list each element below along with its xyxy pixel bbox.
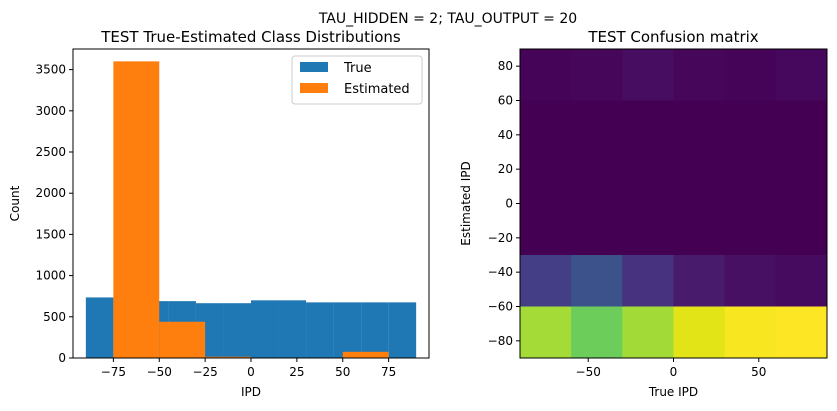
true-bar-10 xyxy=(361,302,389,358)
matrix-cell-r5-c1 xyxy=(571,306,623,359)
matrix-cell-r4-c2 xyxy=(622,255,674,307)
matrix-x-tick-label: −50 xyxy=(576,365,601,379)
matrix-x-tick-label: 0 xyxy=(670,365,678,379)
matrix-cell-r3-c1 xyxy=(571,203,623,256)
matrix-cell-r3-c4 xyxy=(724,203,777,256)
matrix-cell-r2-c1 xyxy=(571,152,623,204)
histogram-x-ticks: −75 −50 −25 0 25 50 75 xyxy=(101,358,396,379)
confusion-matrix-x-label: True IPD xyxy=(648,385,698,399)
confusion-matrix-cells xyxy=(520,49,828,359)
matrix-cell-r4-c4 xyxy=(724,255,777,307)
histogram-y-tick-label: 2500 xyxy=(35,145,66,159)
matrix-cell-r5-c5 xyxy=(775,306,828,359)
matrix-cell-r2-c5 xyxy=(775,152,828,204)
estimated-bar-2 xyxy=(205,356,251,358)
true-bar-7 xyxy=(278,300,307,358)
histogram-y-label: Count xyxy=(8,185,22,221)
matrix-cell-r4-c3 xyxy=(673,255,726,307)
histogram-y-tick-label: 3500 xyxy=(35,63,66,77)
matrix-cell-r2-c3 xyxy=(673,152,726,204)
histogram-x-tick-label: 50 xyxy=(335,365,350,379)
matrix-y-tick-label: 80 xyxy=(498,59,513,73)
matrix-cell-r3-c0 xyxy=(520,203,572,256)
matrix-cell-r4-c1 xyxy=(571,255,623,307)
true-bar-9 xyxy=(333,302,362,358)
estimated-bar-0 xyxy=(113,61,160,359)
histogram-y-tick-label: 0 xyxy=(58,351,66,365)
histogram-x-tick-label: 75 xyxy=(381,365,396,379)
matrix-cell-r0-c4 xyxy=(724,49,777,101)
confusion-matrix-y-ticks: −80 −60 −40 −20 0 20 40 60 80 xyxy=(488,59,520,348)
histogram-x-tick-label: 0 xyxy=(247,365,255,379)
matrix-cell-r1-c5 xyxy=(775,100,828,153)
estimated-bar-3 xyxy=(342,351,389,358)
true-bar-0 xyxy=(85,297,114,358)
histogram-y-tick-label: 1500 xyxy=(35,227,66,241)
matrix-y-tick-label: −40 xyxy=(488,265,513,279)
matrix-cell-r4-c0 xyxy=(520,255,572,307)
matrix-cell-r3-c3 xyxy=(673,203,726,256)
histogram-x-tick-label: −25 xyxy=(192,365,217,379)
matrix-cell-r5-c4 xyxy=(724,306,777,359)
histogram-chart: TEST True-Estimated Class Distributions … xyxy=(8,28,430,399)
matrix-y-tick-label: −60 xyxy=(488,300,513,314)
confusion-matrix-x-ticks: −50 0 50 xyxy=(576,358,766,379)
estimated-series-bars xyxy=(113,61,389,359)
histogram-y-tick-label: 1000 xyxy=(35,269,66,283)
matrix-cell-r0-c2 xyxy=(622,49,674,101)
matrix-y-tick-label: 20 xyxy=(498,162,513,176)
histogram-title: TEST True-Estimated Class Distributions xyxy=(100,28,401,46)
histogram-x-tick-label: −50 xyxy=(147,365,172,379)
legend-swatch-estimated xyxy=(300,83,328,93)
matrix-cell-r3-c2 xyxy=(622,203,674,256)
legend-label-true: True xyxy=(343,61,372,76)
matrix-cell-r1-c2 xyxy=(622,100,674,153)
histogram-x-label: IPD xyxy=(241,385,261,399)
histogram-legend: True Estimated xyxy=(291,55,423,105)
figure-suptitle: TAU_HIDDEN = 2; TAU_OUTPUT = 20 xyxy=(318,11,577,27)
true-bar-5 xyxy=(223,303,251,358)
histogram-y-tick-label: 500 xyxy=(43,310,66,324)
confusion-matrix-y-label: Estimated IPD xyxy=(459,161,473,245)
matrix-y-tick-label: −80 xyxy=(488,334,513,348)
matrix-cell-r5-c0 xyxy=(520,306,572,359)
histogram-y-tick-label: 3000 xyxy=(35,104,66,118)
matrix-cell-r5-c2 xyxy=(622,306,674,359)
histogram-x-tick-label: −75 xyxy=(101,365,126,379)
legend-swatch-true xyxy=(300,62,328,72)
matrix-cell-r1-c3 xyxy=(673,100,726,153)
matrix-cell-r5-c3 xyxy=(673,306,726,359)
confusion-matrix-title: TEST Confusion matrix xyxy=(587,28,758,46)
matrix-cell-r2-c4 xyxy=(724,152,777,204)
matrix-cell-r1-c0 xyxy=(520,100,572,153)
histogram-y-tick-label: 2000 xyxy=(35,186,66,200)
matrix-cell-r2-c0 xyxy=(520,152,572,204)
true-bar-8 xyxy=(306,302,334,358)
confusion-matrix-chart: TEST Confusion matrix −50 0 50 −80 −60 −40 −2… xyxy=(459,28,828,399)
matrix-cell-r0-c1 xyxy=(571,49,623,101)
true-bar-11 xyxy=(388,302,417,358)
matrix-cell-r0-c5 xyxy=(775,49,828,101)
histogram-x-tick-label: 25 xyxy=(289,365,304,379)
true-bar-6 xyxy=(251,300,279,358)
matrix-cell-r1-c4 xyxy=(724,100,777,153)
matrix-x-tick-label: 50 xyxy=(751,365,766,379)
matrix-y-tick-label: 0 xyxy=(505,197,513,211)
matrix-cell-r4-c5 xyxy=(775,255,828,307)
matrix-cell-r1-c1 xyxy=(571,100,623,153)
legend-label-estimated: Estimated xyxy=(344,82,410,97)
matrix-y-tick-label: −20 xyxy=(488,231,513,245)
matrix-y-tick-label: 40 xyxy=(498,128,513,142)
matrix-cell-r0-c0 xyxy=(520,49,572,101)
matrix-cell-r2-c2 xyxy=(622,152,674,204)
estimated-bar-1 xyxy=(159,321,206,358)
matrix-cell-r3-c5 xyxy=(775,203,828,256)
histogram-y-ticks: 0 500 1000 1500 2000 2500 3000 3500 xyxy=(35,63,73,365)
matrix-cell-r0-c3 xyxy=(673,49,726,101)
matrix-y-tick-label: 60 xyxy=(498,94,513,108)
